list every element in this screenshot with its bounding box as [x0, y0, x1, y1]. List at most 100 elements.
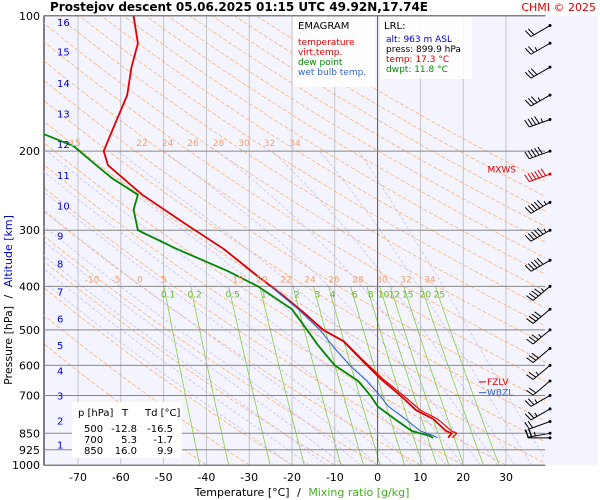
pressure-tick-label: 600 — [19, 359, 40, 372]
wind-barb — [524, 258, 552, 272]
wind-barb — [524, 200, 552, 214]
wind-barb-staff — [530, 408, 551, 421]
dry-adiabat — [234, 16, 545, 197]
wind-barb-feather — [534, 170, 540, 179]
wind-barb-feather — [536, 227, 544, 235]
altitude-tick-label: 14 — [57, 79, 70, 90]
adiabat-label: 5 — [161, 275, 167, 285]
wind-barbs — [524, 24, 552, 440]
adiabat-label: -10 — [85, 275, 100, 285]
wind-barb-half-feather — [540, 288, 545, 292]
wind-barb-feather — [526, 374, 534, 380]
temperature-tick-label: -70 — [69, 471, 87, 484]
wind-barb-feather — [527, 70, 535, 77]
adiabat-label: 24 — [162, 139, 174, 149]
wind-barb-origin — [548, 117, 552, 121]
wind-barb — [526, 379, 552, 396]
wind-barb-staff — [532, 365, 551, 380]
adiabat-label: 20 — [256, 275, 268, 285]
wind-barb-half-feather — [535, 371, 539, 376]
wind-barb-origin — [548, 407, 552, 411]
adiabat-label: 26 — [328, 275, 340, 285]
pressure-tick-label: 700 — [19, 389, 40, 402]
wind-barb-feather — [534, 311, 542, 318]
dry-adiabat — [101, 16, 545, 292]
temperature-tick-label: -30 — [240, 471, 258, 484]
series-virt-temp — [223, 248, 458, 439]
series-layer — [44, 16, 458, 439]
mixing-ratio-label: 3 — [315, 290, 321, 300]
wind-barb-half-feather — [534, 431, 536, 437]
wind-barb-feather — [530, 68, 538, 76]
wind-barb-staff — [532, 285, 551, 301]
adiabat-label: -5 — [112, 275, 121, 285]
wind-barb-feather — [524, 421, 530, 430]
wind-barb-feather — [524, 413, 532, 421]
pressure-tick-label: 400 — [19, 280, 40, 293]
table-cell: 9.9 — [157, 446, 173, 457]
adiabat-label: 28 — [352, 275, 364, 285]
temperature-tick-label: 20 — [456, 471, 470, 484]
wind-barb-staff — [529, 421, 551, 430]
wind-barb-origin — [548, 24, 552, 28]
wind-barb-feather — [528, 336, 537, 343]
altitude-tick-label: 15 — [57, 48, 70, 59]
table-row: 700 5.3 -1.7 — [84, 435, 173, 446]
pressure-tick-label: 1000 — [12, 459, 40, 472]
wind-barb — [524, 393, 552, 407]
table-cell: -16.5 — [147, 424, 173, 435]
wind-barb-feather — [527, 398, 535, 406]
pressure-tick-label: 200 — [19, 145, 40, 158]
pressure-tick-label: 300 — [19, 224, 40, 237]
wind-barb-feather — [534, 116, 540, 124]
mixing-ratio-label: 15 — [402, 290, 413, 300]
adiabat-label: 28 — [213, 139, 225, 149]
wind-barb — [526, 328, 552, 345]
dry-adiabat — [44, 60, 545, 382]
dry-adiabat — [44, 22, 545, 344]
lrl-title: LRL: — [384, 21, 405, 32]
wind-barb-origin — [548, 65, 552, 69]
wind-barb-feather — [526, 338, 534, 345]
wind-barb-half-feather — [534, 412, 538, 417]
wind-barb-feather — [524, 30, 532, 37]
wind-barb-feather — [531, 352, 539, 359]
wind-barb-staff — [530, 201, 551, 214]
lrl-dwpt: dwpt: 11.8 °C — [386, 65, 448, 75]
wind-barb-staff — [532, 348, 551, 363]
wind-barb-feather — [527, 98, 535, 105]
altitude-tick-label: 12 — [57, 140, 70, 151]
altitude-tick-label: 5 — [57, 341, 63, 352]
lrl-box: LRL: alt: 963 m ASL press: 899.9 hPa tem… — [380, 17, 472, 79]
wind-barb-feather — [527, 173, 534, 181]
wind-barb-feather — [526, 318, 534, 324]
table-cell: -1.7 — [153, 435, 173, 446]
altitude-tick-label: 16 — [57, 18, 70, 29]
wind-barb-origin — [548, 419, 552, 423]
dry-adiabat — [44, 79, 545, 402]
wind-barb-origin — [548, 393, 552, 397]
temperature-tick-label: -10 — [326, 471, 344, 484]
adiabat-label: 34 — [424, 275, 436, 285]
pressure-tick-label: 500 — [19, 324, 40, 337]
wind-barb — [524, 407, 552, 421]
wind-barb-half-feather — [543, 200, 547, 205]
temperature-tick-label: 0 — [374, 471, 381, 484]
wind-barb-origin — [548, 149, 552, 153]
wind-barb-origin — [548, 284, 552, 288]
wind-barb-feather — [534, 147, 540, 156]
fzlv-marker: FZLV — [479, 378, 509, 388]
lrl-press: press: 899.9 hPa — [386, 45, 461, 55]
mxws-label: MXWS — [487, 166, 516, 176]
wind-barb — [526, 307, 552, 324]
dry-adiabat — [79, 16, 545, 309]
temperature-tick-label: -50 — [155, 471, 173, 484]
altitude-tick-label: 6 — [57, 315, 63, 326]
adiabat-label: 26 — [187, 139, 199, 149]
wind-barb — [524, 41, 552, 55]
lrl-temp: temp: 17.3 °C — [386, 55, 449, 65]
wind-barb-feather — [540, 168, 547, 176]
pressure-tick-label: 925 — [19, 444, 40, 457]
wind-barb-origin — [548, 328, 552, 332]
